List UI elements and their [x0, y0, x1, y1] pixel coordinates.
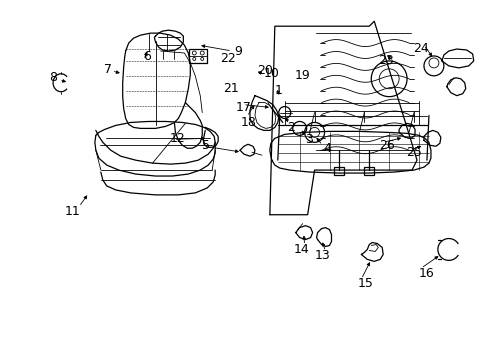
- Text: 22: 22: [220, 53, 236, 66]
- Text: 5: 5: [202, 139, 210, 152]
- Text: 17: 17: [236, 101, 251, 114]
- Text: 23: 23: [378, 54, 393, 67]
- Text: 10: 10: [264, 67, 279, 80]
- Text: 21: 21: [223, 82, 239, 95]
- Text: 2: 2: [286, 121, 294, 134]
- Bar: [364, 167, 373, 175]
- Text: 15: 15: [357, 277, 372, 290]
- Text: 13: 13: [314, 249, 330, 262]
- Text: 26: 26: [379, 139, 394, 152]
- Text: 8: 8: [49, 71, 57, 84]
- Text: 24: 24: [412, 41, 428, 54]
- Text: 3: 3: [304, 133, 312, 146]
- Text: 7: 7: [103, 63, 112, 76]
- Text: 6: 6: [143, 50, 151, 63]
- Text: 12: 12: [169, 132, 185, 145]
- Text: 25: 25: [405, 146, 421, 159]
- Bar: [189, 49, 207, 63]
- Text: 1: 1: [274, 84, 282, 97]
- Text: 18: 18: [241, 116, 256, 129]
- Text: 19: 19: [294, 69, 310, 82]
- Text: 11: 11: [65, 205, 81, 218]
- Bar: [334, 167, 344, 175]
- Text: 20: 20: [256, 64, 272, 77]
- Text: 4: 4: [323, 142, 331, 155]
- Text: 16: 16: [418, 267, 434, 280]
- Text: 9: 9: [234, 45, 242, 58]
- Text: 14: 14: [293, 243, 309, 256]
